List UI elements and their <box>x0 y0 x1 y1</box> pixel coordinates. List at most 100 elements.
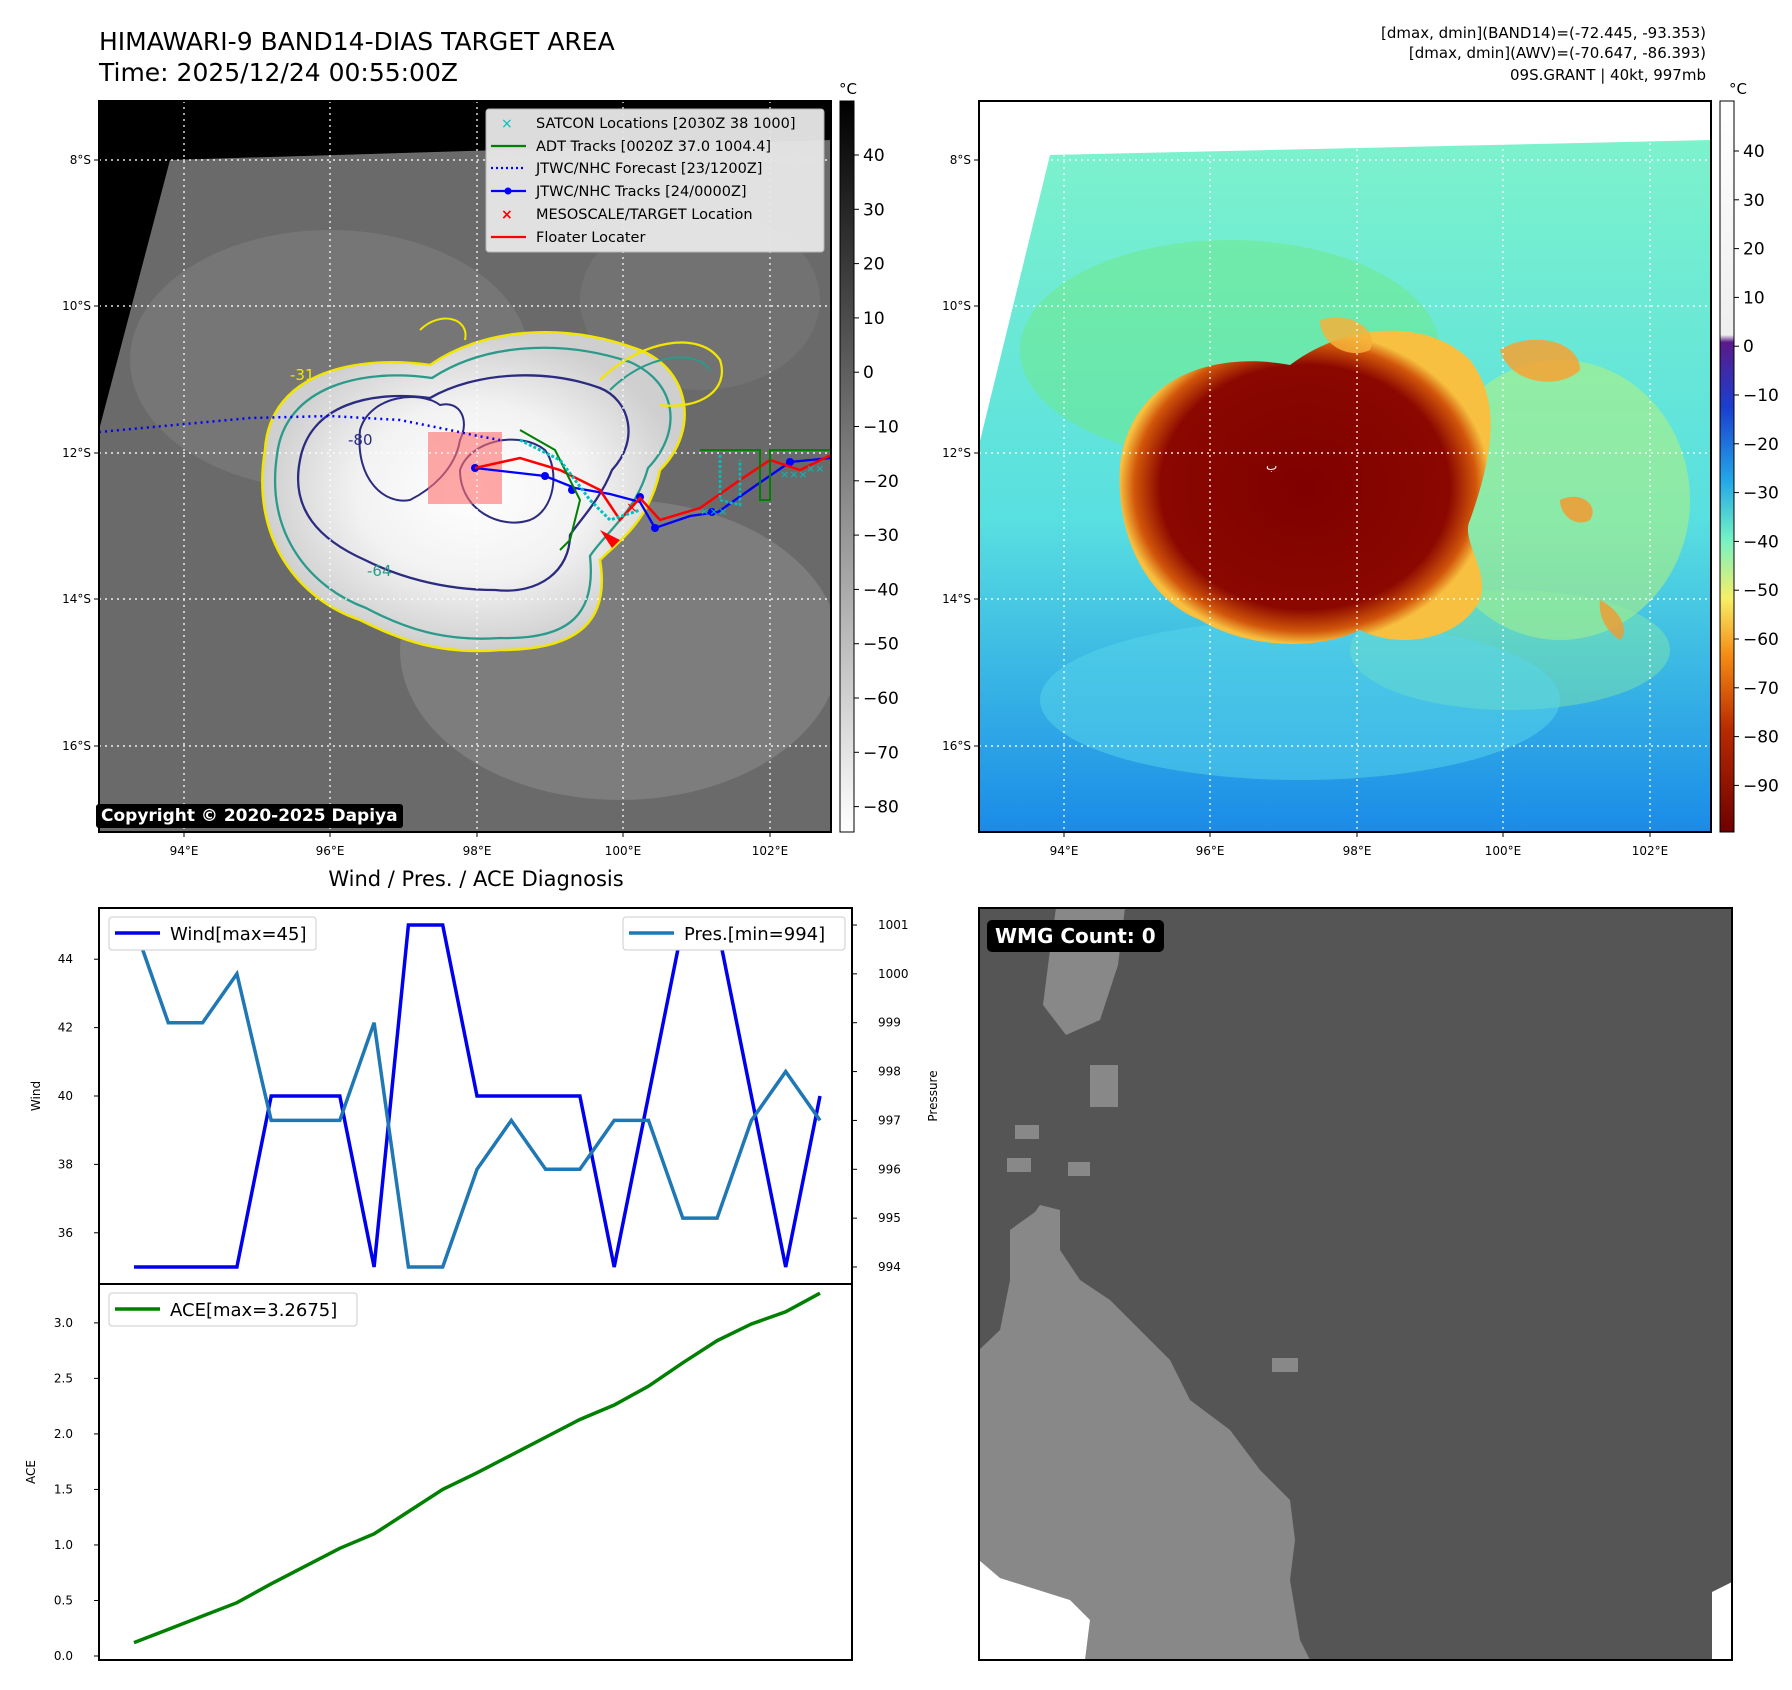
pressure-tick-label: 998 <box>878 1065 901 1079</box>
ace-legend: ACE[max=3.2675] <box>108 1292 358 1327</box>
colorbar-ticks: 40 30 20 10 0 −10 −20 −30 −40 −50 −60 −70 −80 −90 <box>1734 142 1779 796</box>
colorbar-tick-label: 0 <box>1743 337 1754 357</box>
svg-text:JTWC/NHC Tracks [24/0000Z]: JTWC/NHC Tracks [24/0000Z] <box>535 184 747 200</box>
legend-box: × SATCON Locations [2030Z 38 1000] ADT T… <box>485 108 825 253</box>
colorbar-tick-label: −90 <box>1743 776 1779 796</box>
lat-tick-label: 10°S <box>942 299 971 313</box>
colorbar-tick-label: −20 <box>1743 435 1779 455</box>
wind-tick-label: 36 <box>58 1226 73 1240</box>
lon-tick-label: 96°E <box>316 844 345 858</box>
lon-tick-label: 102°E <box>752 844 789 858</box>
svg-text:MESOSCALE/TARGET Location: MESOSCALE/TARGET Location <box>536 207 753 223</box>
pressure-axis-label: Pressure <box>926 1070 940 1121</box>
colorbar-tick-label: −50 <box>863 635 899 655</box>
colorbar-tick-label: −50 <box>1743 581 1779 601</box>
info-band14: [dmax, dmin](BAND14)=(-72.445, -93.353) <box>1381 24 1706 42</box>
wind-ticks: 36 38 40 42 44 <box>58 952 99 1240</box>
lat-tick-label: 12°S <box>942 446 971 460</box>
colorbar-band14: °C 40 30 20 10 0 −10 −20 −30 −40 −50 −60 −70 −80 <box>839 80 899 833</box>
lat-tick-label: 16°S <box>942 739 971 753</box>
lat-ticks-right: 8°S 10°S 12°S 14°S 16°S <box>942 153 979 753</box>
lon-tick-label: 100°E <box>1485 844 1522 858</box>
legend-entry-target: × MESOSCALE/TARGET Location <box>501 207 753 223</box>
contour-label: -64 <box>367 562 392 580</box>
svg-text:×××: ××× <box>780 468 808 481</box>
colorbar-tick-label: −80 <box>1743 728 1779 748</box>
lon-tick-label: 94°E <box>170 844 199 858</box>
map-frame <box>98 100 832 833</box>
pressure-legend: Pres.[min=994] <box>622 916 846 951</box>
lon-tick-label: 96°E <box>1196 844 1225 858</box>
info-awv: [dmax, dmin](AWV)=(-70.647, -86.393) <box>1409 44 1706 62</box>
colorbar-tick-label: 30 <box>863 200 885 220</box>
colorbar-tick-label: −30 <box>1743 484 1779 504</box>
awv-image: ب <box>979 101 1711 832</box>
lon-tick-label: 98°E <box>1343 844 1372 858</box>
wind-axis-label: Wind <box>29 1081 43 1111</box>
info-storm: 09S.GRANT | 40kt, 997mb <box>1510 66 1706 84</box>
legend-entry-satcon: × SATCON Locations [2030Z 38 1000] <box>501 116 795 132</box>
lat-tick-label: 14°S <box>942 592 971 606</box>
lat-tick-label: 14°S <box>62 592 91 606</box>
pressure-tick-label: 994 <box>878 1260 901 1274</box>
wmg-image <box>979 908 1732 1660</box>
colorbar-tick-label: −60 <box>1743 630 1779 650</box>
lon-tick-label: 94°E <box>1050 844 1079 858</box>
colorbar-unit: °C <box>839 80 857 98</box>
legend-entry-tracks: JTWC/NHC Tracks [24/0000Z] <box>491 184 747 200</box>
colorbar-tick-label: −40 <box>1743 532 1779 552</box>
lat-tick-label: 12°S <box>62 446 91 460</box>
ace-tick-label: 0.5 <box>54 1593 73 1607</box>
svg-text:Floater Locater: Floater Locater <box>536 230 645 246</box>
colorbar-tick-label: −30 <box>863 526 899 546</box>
lon-ticks-right: 94°E 96°E 98°E 100°E 102°E <box>1050 832 1668 858</box>
wind-legend: Wind[max=45] <box>108 916 317 951</box>
ace-ticks: 0.0 0.5 1.0 1.5 2.0 2.5 3.0 <box>54 1316 99 1663</box>
lon-tick-label: 100°E <box>605 844 642 858</box>
wind-tick-label: 40 <box>58 1089 73 1103</box>
colorbar-tick-label: 20 <box>1743 240 1765 260</box>
colorbar-tick-label: −40 <box>863 580 899 600</box>
svg-text:××: ×× <box>806 462 824 475</box>
x-marker-icon: × <box>501 116 513 132</box>
ace-tick-label: 3.0 <box>54 1316 73 1330</box>
colorbar-tick-label: 40 <box>863 146 885 166</box>
colorbar-tick-label: −20 <box>863 472 899 492</box>
legend-entry-adt: ADT Tracks [0020Z 37.0 1004.4] <box>491 139 771 155</box>
pressure-tick-label: 996 <box>878 1162 901 1176</box>
pressure-legend-label: Pres.[min=994] <box>684 924 825 945</box>
lon-ticks-left: 94°E 96°E 98°E 100°E 102°E <box>170 832 789 858</box>
panel-title: HIMAWARI-9 BAND14-DIAS TARGET AREA <box>99 27 615 56</box>
svg-text:×: × <box>626 500 638 516</box>
pressure-tick-label: 997 <box>878 1113 901 1127</box>
lat-tick-label: 10°S <box>62 299 91 313</box>
colorbar-tick-label: −10 <box>1743 386 1779 406</box>
legend-entry-floater: Floater Locater <box>491 230 645 246</box>
wmg-frame <box>978 907 1733 1661</box>
contour-label: -31 <box>290 366 315 384</box>
svg-text:JTWC/NHC Forecast [23/1200Z]: JTWC/NHC Forecast [23/1200Z] <box>535 161 762 177</box>
lat-tick-label: 8°S <box>950 153 971 167</box>
wind-legend-label: Wind[max=45] <box>170 924 307 945</box>
ace-tick-label: 2.5 <box>54 1371 73 1385</box>
colorbar-awv: °C 40 30 20 10 0 −10 −20 −30 −40 −50 −60 −70 −80 −90 <box>1719 80 1779 833</box>
colorbar-tick-label: 10 <box>1743 288 1765 308</box>
ace-axis-label: ACE <box>24 1460 38 1484</box>
wind-tick-label: 44 <box>58 952 73 966</box>
contour-label: -80 <box>348 431 373 449</box>
wmg-count-badge: WMG Count: 0 <box>987 920 1164 952</box>
colorbar-tick-label: 20 <box>863 255 885 275</box>
pressure-tick-label: 1000 <box>878 967 909 981</box>
colorbar-tick-label: 0 <box>863 363 874 383</box>
pressure-line <box>132 924 822 1269</box>
colorbar-tick-label: 40 <box>1743 142 1765 162</box>
colorbar-tick-label: −60 <box>863 689 899 709</box>
colorbar-tick-label: 10 <box>863 309 885 329</box>
ace-series <box>133 1291 821 1645</box>
wind-tick-label: 38 <box>58 1157 73 1171</box>
colorbar-tick-label: −10 <box>863 418 899 438</box>
colorbar-unit: °C <box>1729 80 1747 98</box>
info-block: [dmax, dmin](BAND14)=(-72.445, -93.353) … <box>1381 24 1706 84</box>
panel-time: Time: 2025/12/24 00:55:00Z <box>98 58 458 87</box>
